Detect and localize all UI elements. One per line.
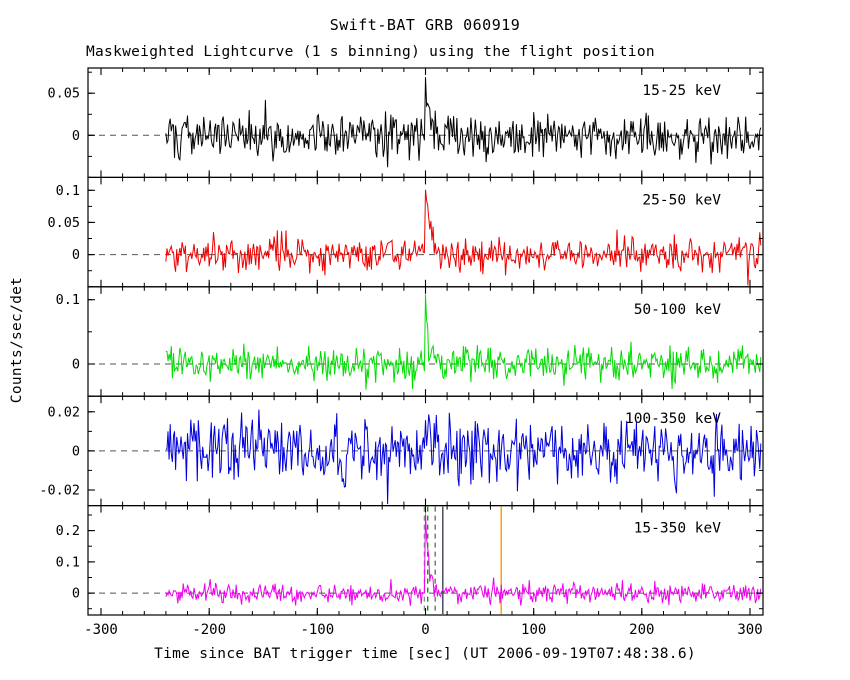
x-tick-label: 100: [521, 622, 546, 638]
panel-2: 0 0.1 50-100 keV: [56, 286, 764, 397]
y-tick-label: 0.1: [56, 292, 80, 308]
x-tick-label: -100: [300, 622, 334, 638]
y-tick-label: 0: [72, 586, 80, 602]
y-tick-label: 0.02: [47, 404, 80, 420]
series-15-25-kev: [165, 77, 762, 168]
y-tick-label: 0.1: [56, 183, 80, 199]
panel-energy-label: 25-50 keV: [642, 192, 721, 208]
y-tick-label: 0.1: [56, 554, 80, 570]
panel-energy-label: 15-350 keV: [634, 521, 722, 537]
panel-3: -0.02 0 0.02 100-350 keV: [39, 395, 764, 507]
panel-4: 0 0.1 0.2 -300 -200 -100 0 100 200 300 15-350 keV: [56, 505, 764, 638]
x-tick-label: 300: [737, 622, 762, 638]
y-tick-label: 0.05: [47, 86, 80, 102]
figure-subtitle: Maskweighted Lightcurve (1 s binning) us…: [86, 44, 655, 60]
series-50-100-kev: [165, 294, 762, 390]
x-tick-label: 0: [421, 622, 429, 638]
series-100-350-kev: [165, 409, 762, 505]
series-15-350-kev: [165, 513, 762, 606]
y-tick-label: 0: [72, 443, 80, 459]
figure-title: Swift-BAT GRB 060919: [329, 16, 521, 34]
series-25-50-kev: [165, 189, 762, 286]
y-tick-label: 0.05: [47, 215, 80, 231]
panel-1: 0 0.05 0.1 25-50 keV: [47, 176, 764, 288]
x-tick-label: 200: [629, 622, 654, 638]
y-tick-label: 0: [72, 128, 80, 144]
panel-energy-label: 15-25 keV: [642, 83, 721, 99]
panel-0: 0 0.05 15-25 keV: [47, 67, 764, 179]
y-tick-label: 0.2: [56, 523, 80, 539]
y-tick-label: -0.02: [39, 483, 80, 499]
panel-energy-label: 100-350 keV: [625, 411, 721, 427]
y-tick-label: 0: [72, 247, 80, 263]
x-tick-label: -200: [192, 622, 226, 638]
x-tick-label: -300: [84, 622, 118, 638]
panel-energy-label: 50-100 keV: [634, 302, 722, 318]
x-axis-label: Time since BAT trigger time [sec] (UT 20…: [154, 646, 696, 662]
y-tick-label: 0: [72, 357, 80, 373]
